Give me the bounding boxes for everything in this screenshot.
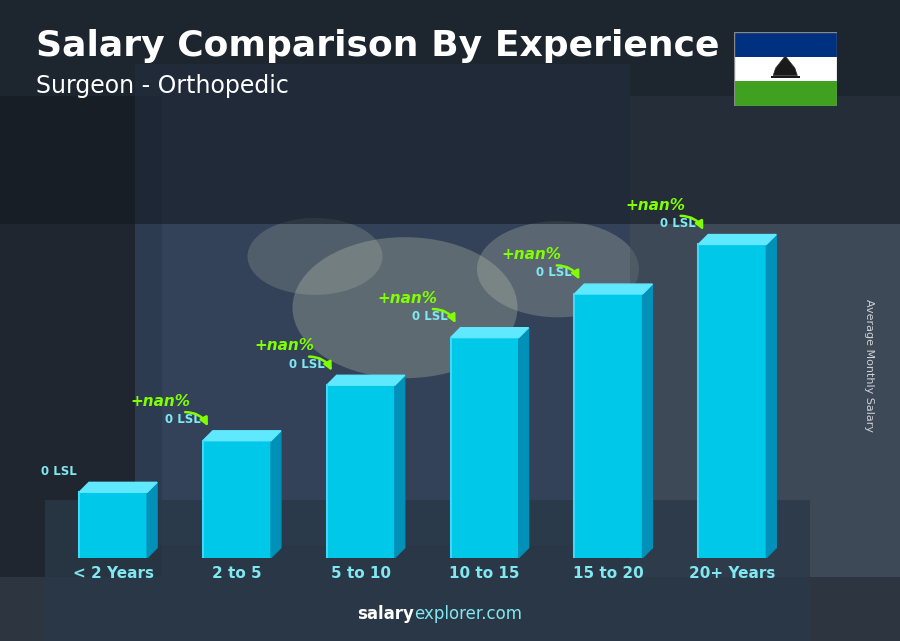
Polygon shape: [698, 235, 777, 244]
Polygon shape: [584, 284, 652, 548]
Ellipse shape: [292, 237, 518, 378]
Polygon shape: [271, 431, 281, 558]
Bar: [0, 96, 162, 577]
Text: 0 LSL: 0 LSL: [165, 413, 201, 426]
Polygon shape: [451, 328, 528, 338]
Text: Average Monthly Salary: Average Monthly Salary: [863, 299, 874, 432]
Text: +nan%: +nan%: [378, 291, 438, 306]
Bar: [0, 0, 900, 224]
Polygon shape: [79, 482, 158, 492]
Text: 0 LSL: 0 LSL: [660, 217, 696, 229]
Polygon shape: [518, 328, 528, 558]
Polygon shape: [767, 235, 777, 558]
Polygon shape: [89, 482, 158, 548]
Polygon shape: [574, 284, 652, 294]
Ellipse shape: [477, 221, 639, 317]
Text: Surgeon - Orthopedic: Surgeon - Orthopedic: [36, 74, 289, 97]
Text: +nan%: +nan%: [501, 247, 562, 262]
Text: Salary Comparison By Experience: Salary Comparison By Experience: [36, 29, 719, 63]
Bar: [734, 81, 837, 106]
Bar: [135, 64, 630, 545]
Polygon shape: [461, 328, 528, 548]
Text: 0 LSL: 0 LSL: [536, 266, 572, 279]
Text: +nan%: +nan%: [626, 197, 686, 213]
Text: 0 LSL: 0 LSL: [412, 310, 448, 323]
Text: 0 LSL: 0 LSL: [40, 465, 76, 478]
Polygon shape: [212, 431, 281, 548]
Bar: [202, 441, 271, 558]
Text: +nan%: +nan%: [130, 394, 190, 409]
Bar: [698, 244, 767, 558]
Polygon shape: [770, 76, 800, 78]
Bar: [574, 294, 643, 558]
Polygon shape: [148, 482, 157, 558]
Polygon shape: [327, 375, 405, 385]
Text: 0 LSL: 0 LSL: [289, 358, 324, 370]
Bar: [327, 385, 395, 558]
Bar: [451, 338, 518, 558]
Polygon shape: [773, 56, 797, 76]
Bar: [734, 32, 837, 56]
Polygon shape: [395, 375, 405, 558]
Text: +nan%: +nan%: [254, 338, 314, 353]
Bar: [734, 56, 837, 81]
Polygon shape: [337, 375, 405, 548]
Polygon shape: [708, 235, 777, 548]
Text: salary: salary: [357, 605, 414, 623]
Text: explorer.com: explorer.com: [414, 605, 522, 623]
Bar: [79, 492, 148, 558]
Bar: [630, 96, 900, 577]
Ellipse shape: [248, 218, 382, 295]
Polygon shape: [202, 431, 281, 441]
Polygon shape: [643, 284, 652, 558]
Bar: [45, 500, 810, 641]
